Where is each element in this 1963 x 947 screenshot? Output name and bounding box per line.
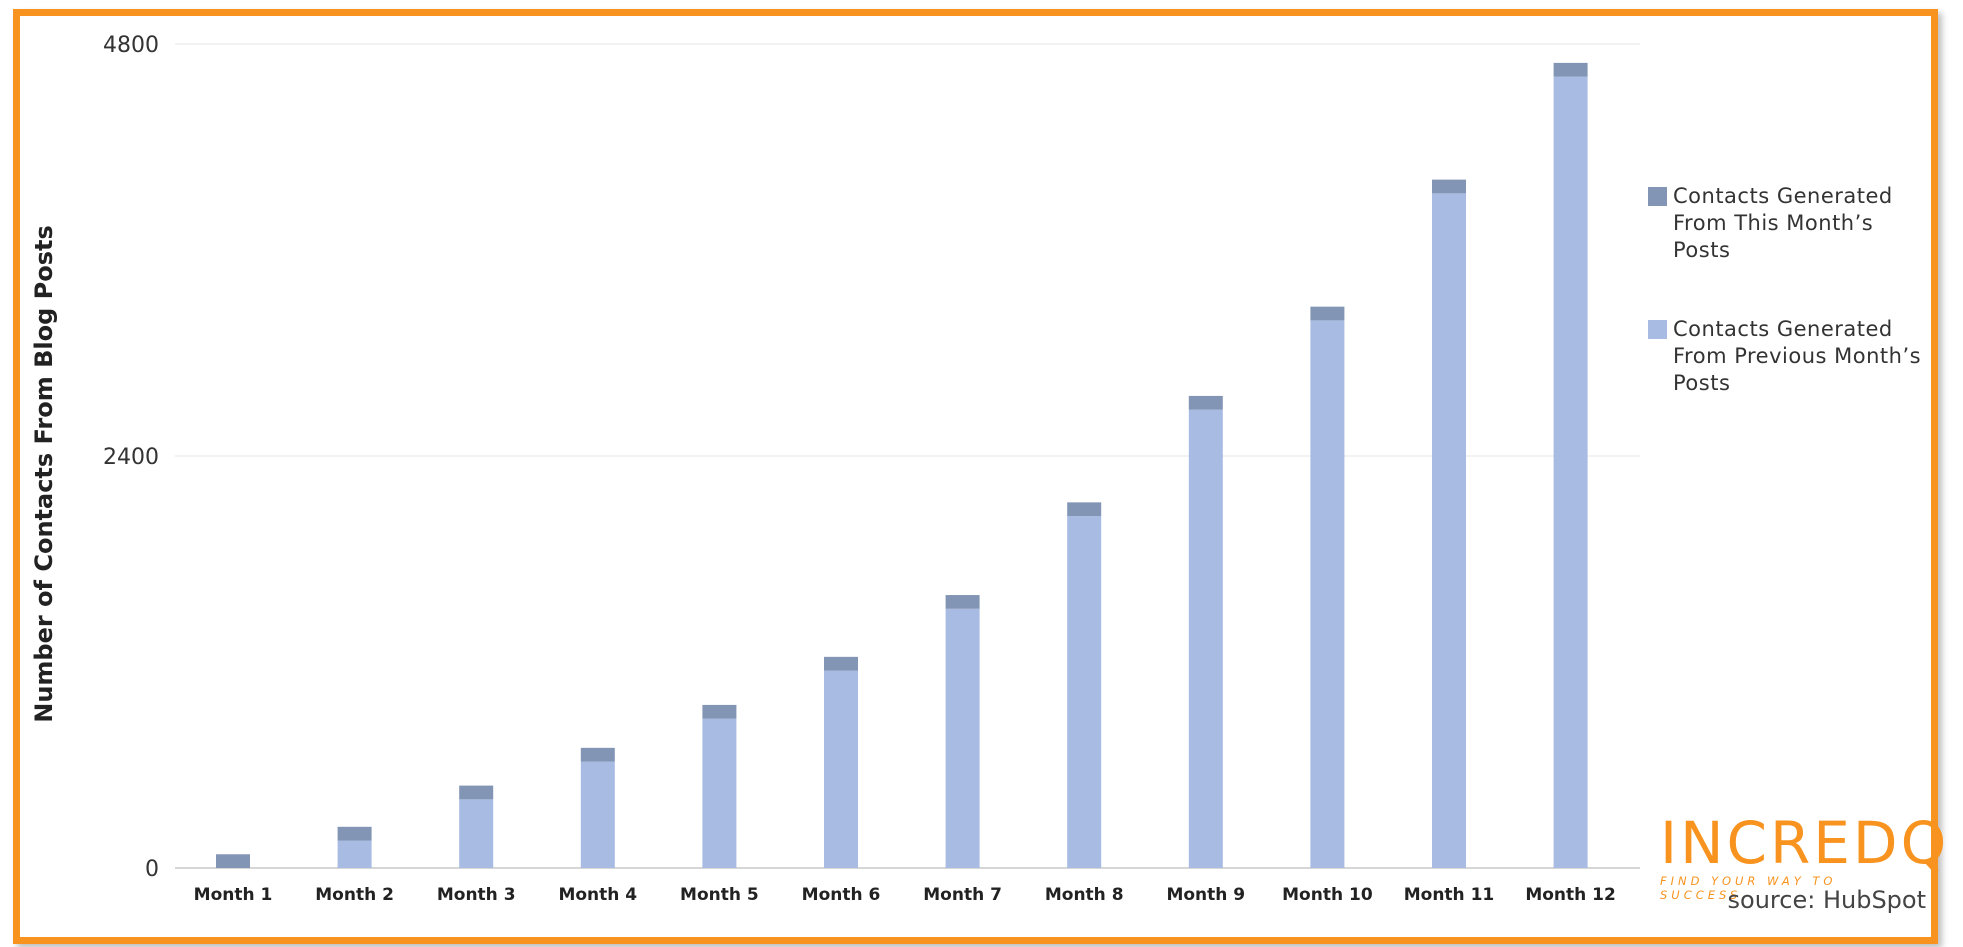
bar-this-month-11 (1432, 179, 1466, 194)
x-tick-label-month-4: Month 4 (558, 885, 637, 905)
legend-swatch-this-month (1648, 187, 1667, 206)
y-axis-label: Number of Contacts From Blog Posts (30, 224, 58, 723)
legend-swatch-previous-month (1648, 320, 1667, 339)
x-tick-label-month-5: Month 5 (680, 885, 759, 905)
logo-wordmark: INCREDQ (1660, 814, 1946, 872)
legend-label-previous-month: Contacts Generated From Previous Month’s… (1673, 317, 1922, 395)
logo-text: INCREDQ (1660, 809, 1950, 877)
bar-previous-month-7 (945, 608, 980, 868)
bar-this-month-6 (824, 656, 858, 671)
bar-this-month-3 (459, 785, 494, 800)
logo-tagline: FIND YOUR WAY TO SUCCESS (1660, 874, 1837, 902)
y-tick-label-0: 0 (145, 857, 159, 882)
x-tick-label-month-7: Month 7 (923, 885, 1002, 905)
bar-this-month-4 (580, 747, 615, 762)
bar-previous-month-12 (1553, 76, 1588, 868)
bar-this-month-1 (216, 854, 250, 868)
bar-previous-month-11 (1432, 193, 1466, 869)
legend-item-this-month: Contacts Generated From This Month’s Pos… (1648, 183, 1948, 264)
y-tick-label-2400: 2400 (103, 445, 159, 470)
bar-this-month-2 (337, 826, 372, 841)
bar-previous-month-8 (1067, 516, 1102, 868)
y-tick-label-4800: 4800 (103, 33, 159, 58)
bar-previous-month-5 (702, 718, 737, 868)
bar-previous-month-6 (824, 670, 858, 868)
x-tick-label-month-2: Month 2 (315, 885, 394, 905)
legend-item-previous-month: Contacts Generated From Previous Month’s… (1648, 316, 1948, 397)
x-tick-label-month-9: Month 9 (1166, 885, 1245, 905)
bar-this-month-7 (945, 595, 980, 609)
bar-previous-month-2 (337, 840, 372, 868)
bar-previous-month-10 (1310, 320, 1345, 869)
incredo-logo: INCREDQ FIND YOUR WAY TO SUCCESS (1660, 814, 1946, 902)
x-tick-label-month-3: Month 3 (437, 885, 516, 905)
x-tick-label-month-6: Month 6 (802, 885, 881, 905)
legend-label-this-month: Contacts Generated From This Month’s Pos… (1673, 184, 1893, 262)
x-tick-label-month-12: Month 12 (1525, 885, 1616, 905)
bar-this-month-9 (1188, 395, 1223, 410)
bar-previous-month-4 (580, 761, 615, 868)
legend: Contacts Generated From This Month’s Pos… (1648, 183, 1948, 449)
bar-previous-month-3 (459, 799, 494, 868)
x-tick-label-month-1: Month 1 (194, 885, 273, 905)
bar-this-month-8 (1067, 502, 1102, 517)
bar-previous-month-9 (1188, 409, 1223, 868)
bar-this-month-10 (1310, 306, 1345, 321)
x-tick-label-month-11: Month 11 (1404, 885, 1495, 905)
bar-this-month-12 (1553, 62, 1588, 77)
bar-this-month-5 (702, 704, 737, 719)
x-tick-label-month-8: Month 8 (1045, 885, 1124, 905)
x-tick-label-month-10: Month 10 (1282, 885, 1373, 905)
y-axis-label-container: Number of Contacts From Blog Posts (14, 0, 74, 947)
source-credit: source: HubSpot (1727, 886, 1926, 914)
